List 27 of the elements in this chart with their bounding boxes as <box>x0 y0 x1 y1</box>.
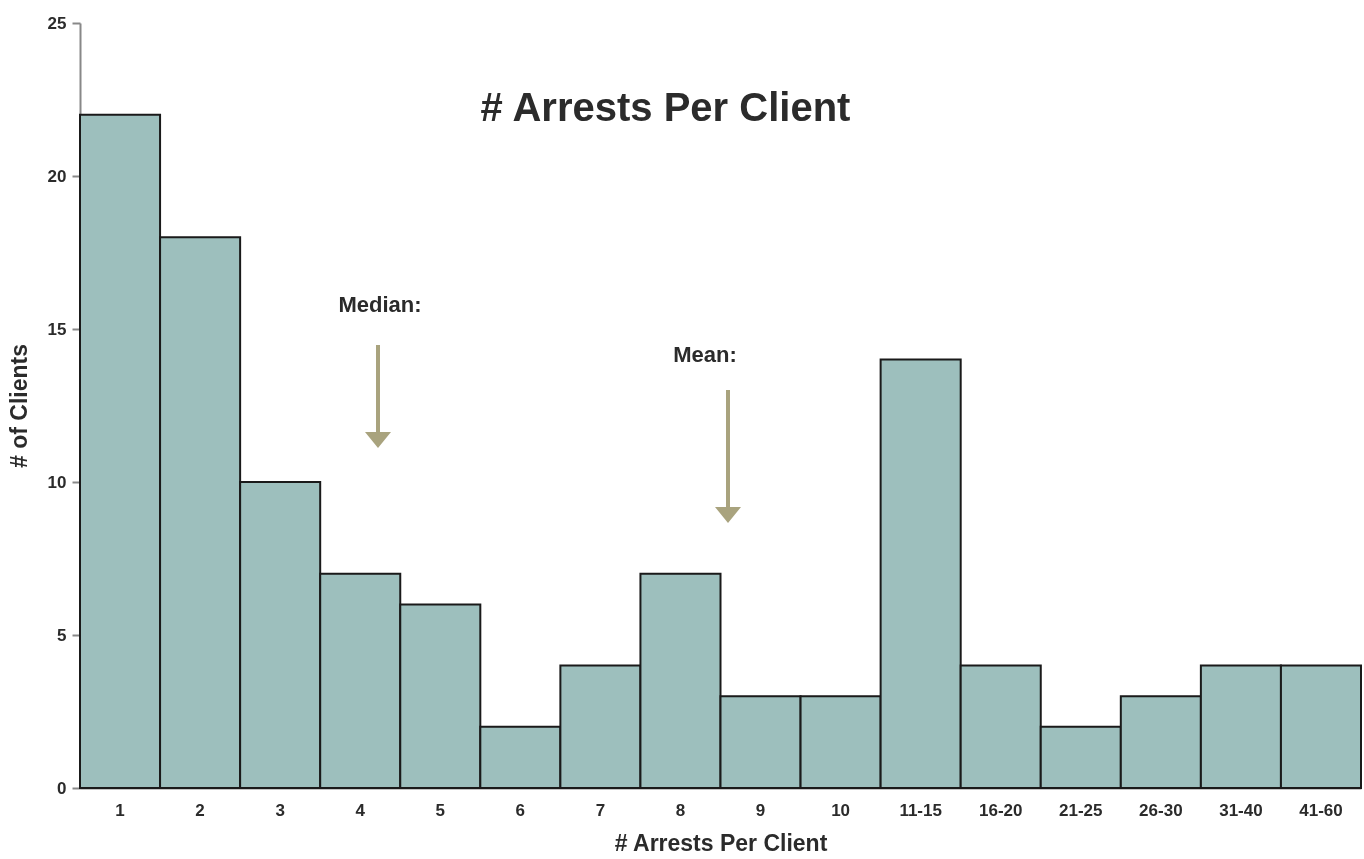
y-tick-label: 5 <box>57 625 67 645</box>
x-tick-label: 7 <box>595 800 606 820</box>
y-axis-title: # of Clients <box>5 344 32 468</box>
annotation: Mean: <box>673 342 737 367</box>
x-tick-label: 26-30 <box>1139 800 1183 820</box>
y-tick-label: 15 <box>47 319 67 339</box>
x-tick-label: 5 <box>435 800 446 820</box>
x-tick-label: 9 <box>755 800 766 820</box>
x-tick-label: 2 <box>195 800 205 820</box>
x-tick-label: 16-20 <box>978 800 1023 820</box>
y-tick-label: 10 <box>47 472 67 492</box>
x-tick-label: 4 <box>355 800 366 820</box>
text: # Arrests Per Client <box>480 85 851 129</box>
annotation: Median: <box>338 292 422 317</box>
x-tick-label: 41-60 <box>1299 800 1343 820</box>
x-tick-label: 3 <box>275 800 285 820</box>
x-tick-label: 1 <box>115 800 125 820</box>
x-tick-label: 10 <box>831 800 851 820</box>
x-tick-label: 6 <box>515 800 526 820</box>
y-tick-label: 20 <box>47 166 67 186</box>
y-tick-label: 0 <box>57 778 67 798</box>
x-tick-label: 21-25 <box>1059 800 1103 820</box>
x-tick-label: 11-15 <box>899 800 942 820</box>
x-tick-label: 31-40 <box>1219 800 1263 820</box>
y-tick-label: 25 <box>47 13 67 33</box>
x-axis-title: # Arrests Per Client <box>614 829 828 856</box>
x-tick-label: 8 <box>675 800 686 820</box>
